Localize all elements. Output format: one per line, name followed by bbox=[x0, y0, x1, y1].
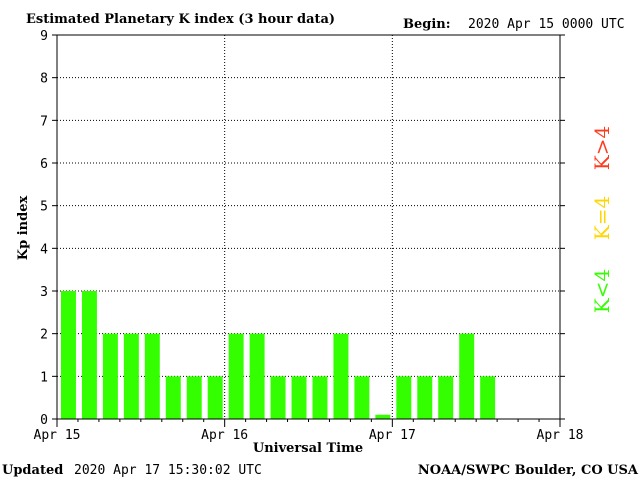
updated-label: Updated bbox=[2, 463, 63, 478]
source-credit: NOAA/SWPC Boulder, CO USA bbox=[418, 463, 639, 478]
kp-bar bbox=[228, 333, 244, 419]
kp-bar bbox=[291, 376, 307, 419]
y-tick-label: 5 bbox=[40, 200, 48, 215]
kp-bar bbox=[186, 376, 202, 419]
kp-bar bbox=[81, 291, 97, 419]
kp-bar bbox=[249, 333, 265, 419]
kp-bar bbox=[144, 333, 160, 419]
kp-bar bbox=[61, 291, 76, 419]
y-tick-label: 8 bbox=[40, 72, 48, 87]
kp-bar bbox=[375, 414, 391, 419]
x-tick-label: Apr 17 bbox=[369, 428, 416, 443]
y-tick-label: 4 bbox=[40, 242, 48, 257]
y-tick-label: 9 bbox=[40, 29, 48, 44]
y-tick-label: 1 bbox=[40, 370, 48, 385]
kp-bar bbox=[312, 376, 328, 419]
kp-bar bbox=[123, 333, 139, 419]
x-tick-label: Apr 15 bbox=[34, 428, 81, 443]
legend-k-less-4: K<4 bbox=[590, 269, 614, 313]
y-tick-label: 7 bbox=[40, 114, 48, 129]
kp-bar bbox=[207, 376, 223, 419]
begin-value: 2020 Apr 15 0000 UTC bbox=[468, 17, 625, 32]
y-tick-label: 3 bbox=[40, 285, 48, 300]
kp-bar bbox=[396, 376, 412, 419]
kp-bar bbox=[459, 333, 475, 419]
y-tick-label: 2 bbox=[40, 328, 48, 343]
x-tick-label: Apr 16 bbox=[201, 428, 248, 443]
y-tick-label: 6 bbox=[40, 157, 48, 172]
kp-bar bbox=[417, 376, 433, 419]
updated-value: 2020 Apr 17 15:30:02 UTC bbox=[74, 463, 262, 478]
kp-bar bbox=[438, 376, 454, 419]
plot-frame bbox=[56, 34, 561, 420]
y-axis-label: Kp index bbox=[16, 196, 31, 261]
plot-area: 0 1 2 3 4 5 6 7 8 9 Apr 15 Apr 16 Apr 17 Apr 18 bbox=[34, 29, 584, 443]
begin-label: Begin: bbox=[403, 17, 451, 32]
kp-bar bbox=[270, 376, 286, 419]
x-tick-label: Apr 18 bbox=[537, 428, 584, 443]
kp-bar bbox=[333, 333, 349, 419]
kp-bar bbox=[480, 376, 496, 419]
y-tick-label: 0 bbox=[40, 413, 48, 428]
legend-k-greater-4: K>4 bbox=[590, 126, 614, 170]
legend-k-equal-4: K=4 bbox=[590, 196, 614, 240]
kp-bar bbox=[102, 333, 118, 419]
kp-bar bbox=[354, 376, 370, 419]
x-axis-label: Universal Time bbox=[253, 441, 363, 456]
kp-bar bbox=[165, 376, 181, 419]
chart-title: Estimated Planetary K index (3 hour data… bbox=[26, 12, 335, 27]
